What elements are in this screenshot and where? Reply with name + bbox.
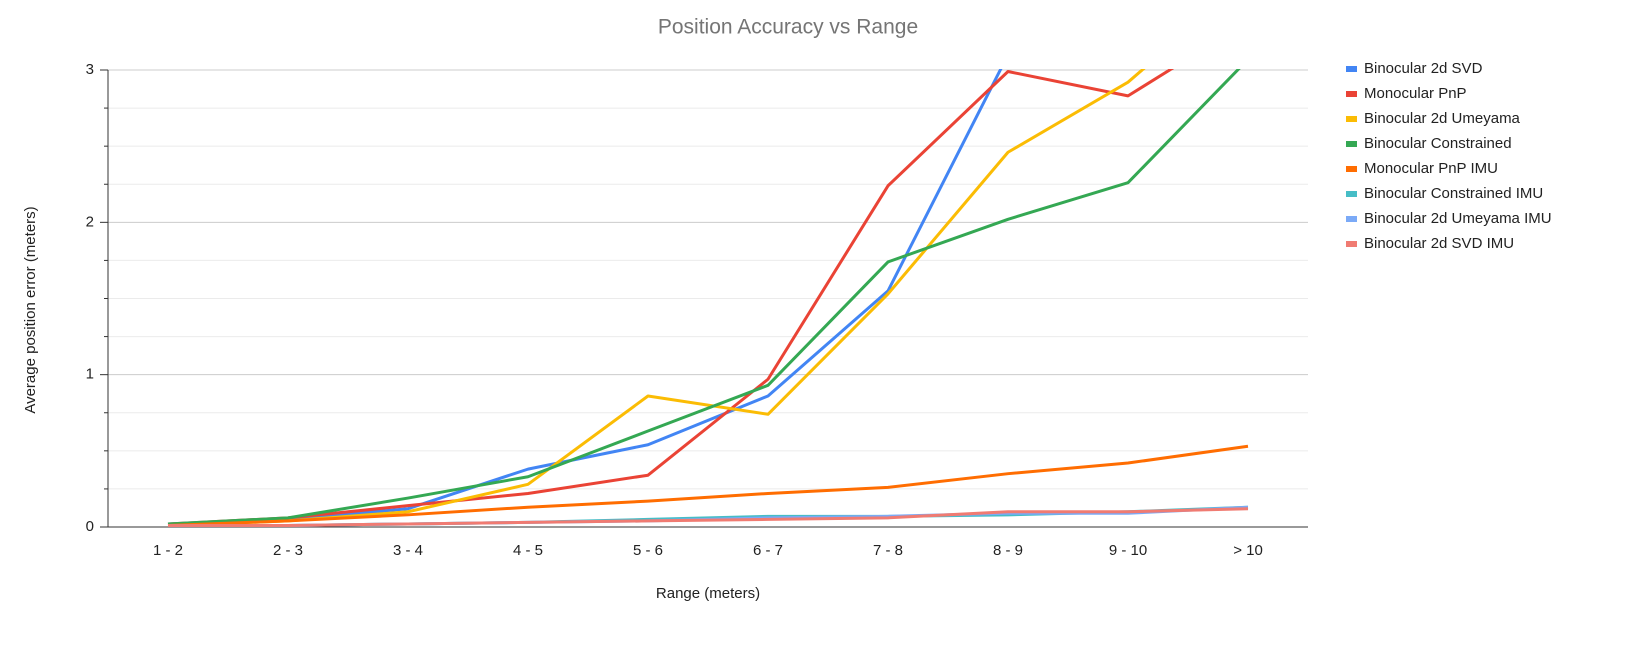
legend-label: Binocular 2d SVD IMU: [1364, 235, 1514, 252]
legend-label: Binocular Constrained: [1364, 135, 1512, 152]
x-tick-label: 8 - 9: [993, 542, 1023, 559]
x-tick-label: 1 - 2: [153, 542, 183, 559]
series-line: [167, 69, 1175, 526]
y-tick-label: 0: [86, 518, 94, 535]
series-line: [168, 507, 1249, 527]
x-tick-label: 3 - 4: [393, 542, 423, 559]
y-tick-label: 1: [86, 366, 94, 383]
series-line: [167, 69, 1003, 526]
legend-swatch: [1346, 166, 1357, 172]
legend-swatch: [1346, 241, 1357, 247]
legend-swatch: [1346, 191, 1357, 197]
legend-label: Monocular PnP: [1364, 85, 1467, 102]
x-tick-label: 9 - 10: [1109, 542, 1147, 559]
series-line: [167, 69, 1241, 526]
series-line: [167, 444, 1249, 527]
chart-title: Position Accuracy vs Range: [658, 16, 918, 39]
x-axis-label: Range (meters): [656, 585, 760, 602]
legend-swatch: [1346, 116, 1357, 122]
y-tick-label: 2: [86, 213, 94, 230]
legend-label: Monocular PnP IMU: [1364, 160, 1498, 177]
x-tick-label: 7 - 8: [873, 542, 903, 559]
legend-swatch: [1346, 66, 1357, 72]
plot-area: [167, 69, 1249, 527]
series-line: [167, 69, 1146, 527]
legend-label: Binocular 2d Umeyama IMU: [1364, 210, 1552, 227]
legend-swatch: [1346, 141, 1357, 147]
x-tick-label: 5 - 6: [633, 542, 663, 559]
x-tick-label: > 10: [1233, 542, 1263, 559]
legend-swatch: [1346, 216, 1357, 222]
x-tick-label: 4 - 5: [513, 542, 543, 559]
legend-label: Binocular Constrained IMU: [1364, 185, 1543, 202]
y-axis-label: Average position error (meters): [22, 206, 39, 413]
y-tick-label: 3: [86, 61, 94, 78]
x-tick-label: 2 - 3: [273, 542, 303, 559]
legend-label: Binocular 2d Umeyama: [1364, 110, 1521, 127]
legend-swatch: [1346, 91, 1357, 97]
x-tick-label: 6 - 7: [753, 542, 783, 559]
legend-label: Binocular 2d SVD: [1364, 60, 1483, 77]
